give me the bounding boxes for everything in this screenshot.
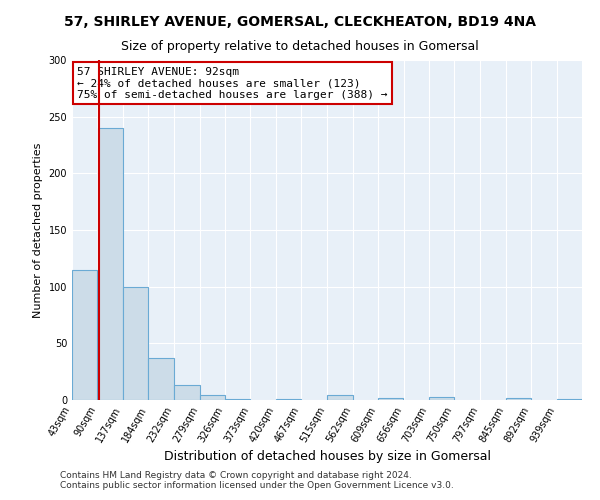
- Text: Size of property relative to detached houses in Gomersal: Size of property relative to detached ho…: [121, 40, 479, 53]
- Bar: [429, 396, 454, 400]
- Bar: [148, 358, 174, 400]
- Text: Contains HM Land Registry data © Crown copyright and database right 2024.
Contai: Contains HM Land Registry data © Crown c…: [60, 470, 454, 490]
- Bar: [328, 396, 353, 400]
- Bar: [200, 396, 225, 400]
- Bar: [557, 399, 582, 400]
- Bar: [225, 399, 250, 400]
- Bar: [175, 386, 199, 400]
- Bar: [378, 398, 403, 400]
- Bar: [506, 398, 531, 400]
- Bar: [123, 286, 148, 400]
- Bar: [276, 399, 301, 400]
- Y-axis label: Number of detached properties: Number of detached properties: [33, 142, 43, 318]
- X-axis label: Distribution of detached houses by size in Gomersal: Distribution of detached houses by size …: [163, 450, 491, 462]
- Bar: [72, 270, 97, 400]
- Text: 57, SHIRLEY AVENUE, GOMERSAL, CLECKHEATON, BD19 4NA: 57, SHIRLEY AVENUE, GOMERSAL, CLECKHEATO…: [64, 15, 536, 29]
- Bar: [98, 128, 123, 400]
- Text: 57 SHIRLEY AVENUE: 92sqm
← 24% of detached houses are smaller (123)
75% of semi-: 57 SHIRLEY AVENUE: 92sqm ← 24% of detach…: [77, 67, 388, 100]
